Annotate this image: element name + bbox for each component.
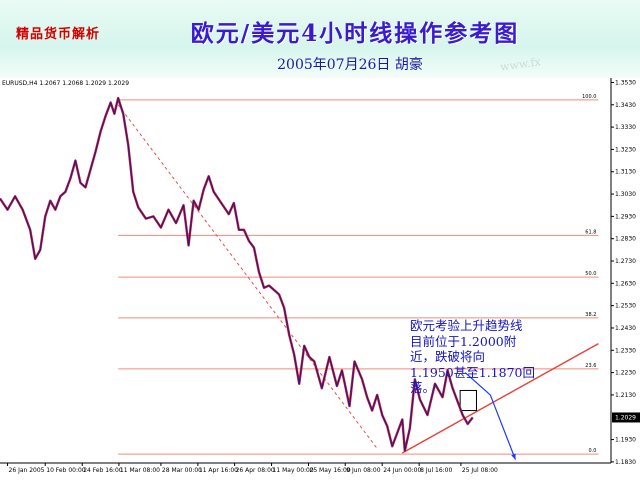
time-tick-label: 11 Apr 16:00	[199, 467, 238, 474]
fib-level-label: 61.8	[585, 229, 596, 235]
time-tick-label: 25 May 16:00	[310, 467, 351, 474]
price-tick-label: 1.3130	[615, 169, 636, 176]
price-series	[0, 96, 474, 452]
price-tick-label: 1.2730	[615, 258, 636, 265]
price-tick-label: 1.2630	[615, 280, 636, 287]
price-tick-label: 1.3230	[615, 146, 636, 153]
time-tick-label: 25 Jul 08:00	[462, 467, 498, 474]
brand-label: 精品货币解析	[16, 27, 101, 42]
price-tick-label: 1.3030	[615, 191, 636, 198]
fib-level-label: 23.6	[585, 363, 596, 369]
price-tick-label: 1.2430	[615, 325, 636, 332]
fib-level-label: 38.2	[585, 312, 596, 318]
time-tick-label: 11 May 00:00	[273, 467, 314, 474]
price-tick-label: 1.2230	[615, 370, 636, 377]
time-tick-label: 24 Jun 00:00	[383, 467, 421, 474]
price-tick-label: 1.2830	[615, 236, 636, 243]
price-tick-label: 1.2530	[615, 303, 636, 310]
analysis-annotation: 欧元考验上升趋势线 目前位于1.2000附 近，跌破将向 1.1950甚至1.1…	[410, 318, 535, 396]
page-title: 欧元/美元4小时线操作参考图	[190, 20, 520, 47]
price-tick-label: 1.1930	[615, 437, 636, 444]
highlight-box	[459, 389, 477, 412]
watermark: www.fx	[499, 55, 542, 74]
price-chart: 100.061.850.038.223.60.0 1.35301.34301.3…	[0, 78, 640, 474]
header-banner: 精品货币解析 欧元/美元4小时线操作参考图 2005年07月26日 胡豪 www…	[0, 0, 640, 78]
time-tick-label: 10 Feb 00:00	[46, 467, 86, 474]
current-price-label: 1.2029	[615, 414, 636, 421]
uptrend-line	[401, 342, 599, 454]
plot-area	[0, 78, 611, 463]
price-tick-label: 1.3530	[615, 79, 636, 86]
fib-level-label: 100.0	[582, 94, 596, 100]
current-price-marker	[612, 412, 640, 423]
price-tick-label: 1.3330	[615, 124, 636, 131]
forecast-arrow-head	[511, 453, 516, 460]
price-line	[0, 97, 474, 452]
trendlines	[117, 104, 599, 460]
time-tick-label: 24 Feb 16:00	[83, 467, 123, 474]
fibonacci-levels: 100.0 61.8 50.0 38.2 23.6 0.0	[118, 94, 599, 455]
time-tick-label: 9 Jun 08:00	[346, 467, 380, 474]
price-tick-label: 1.3430	[615, 102, 636, 109]
time-tick-label: 26 Apr 08:00	[236, 467, 275, 474]
page-subtitle: 2005年07月26日 胡豪	[277, 57, 423, 73]
time-tick-label: 28 Mar 00:00	[162, 467, 202, 474]
chart-title: EURUSD,H4 1.2067 1.2068 1.2029 1.2029	[2, 80, 129, 87]
fib-level-label: 0.0	[588, 448, 596, 454]
forecast-path	[464, 372, 517, 460]
price-tick-label: 1.1830	[615, 459, 636, 466]
price-tick-label: 1.2930	[615, 213, 636, 220]
price-tick-label: 1.2330	[615, 347, 636, 354]
price-axis: 1.3530 1.3430 1.3330 1.3230 1.3130 1.3030 1.29…	[611, 79, 640, 466]
fib-level-label: 50.0	[585, 271, 596, 277]
price-tick-label: 1.2130	[615, 392, 636, 399]
time-tick-label: 26 Jan 2005	[9, 467, 45, 474]
time-tick-label: 8 Jul 16:00	[420, 467, 452, 474]
time-tick-label: 11 Mar 08:00	[120, 467, 160, 474]
